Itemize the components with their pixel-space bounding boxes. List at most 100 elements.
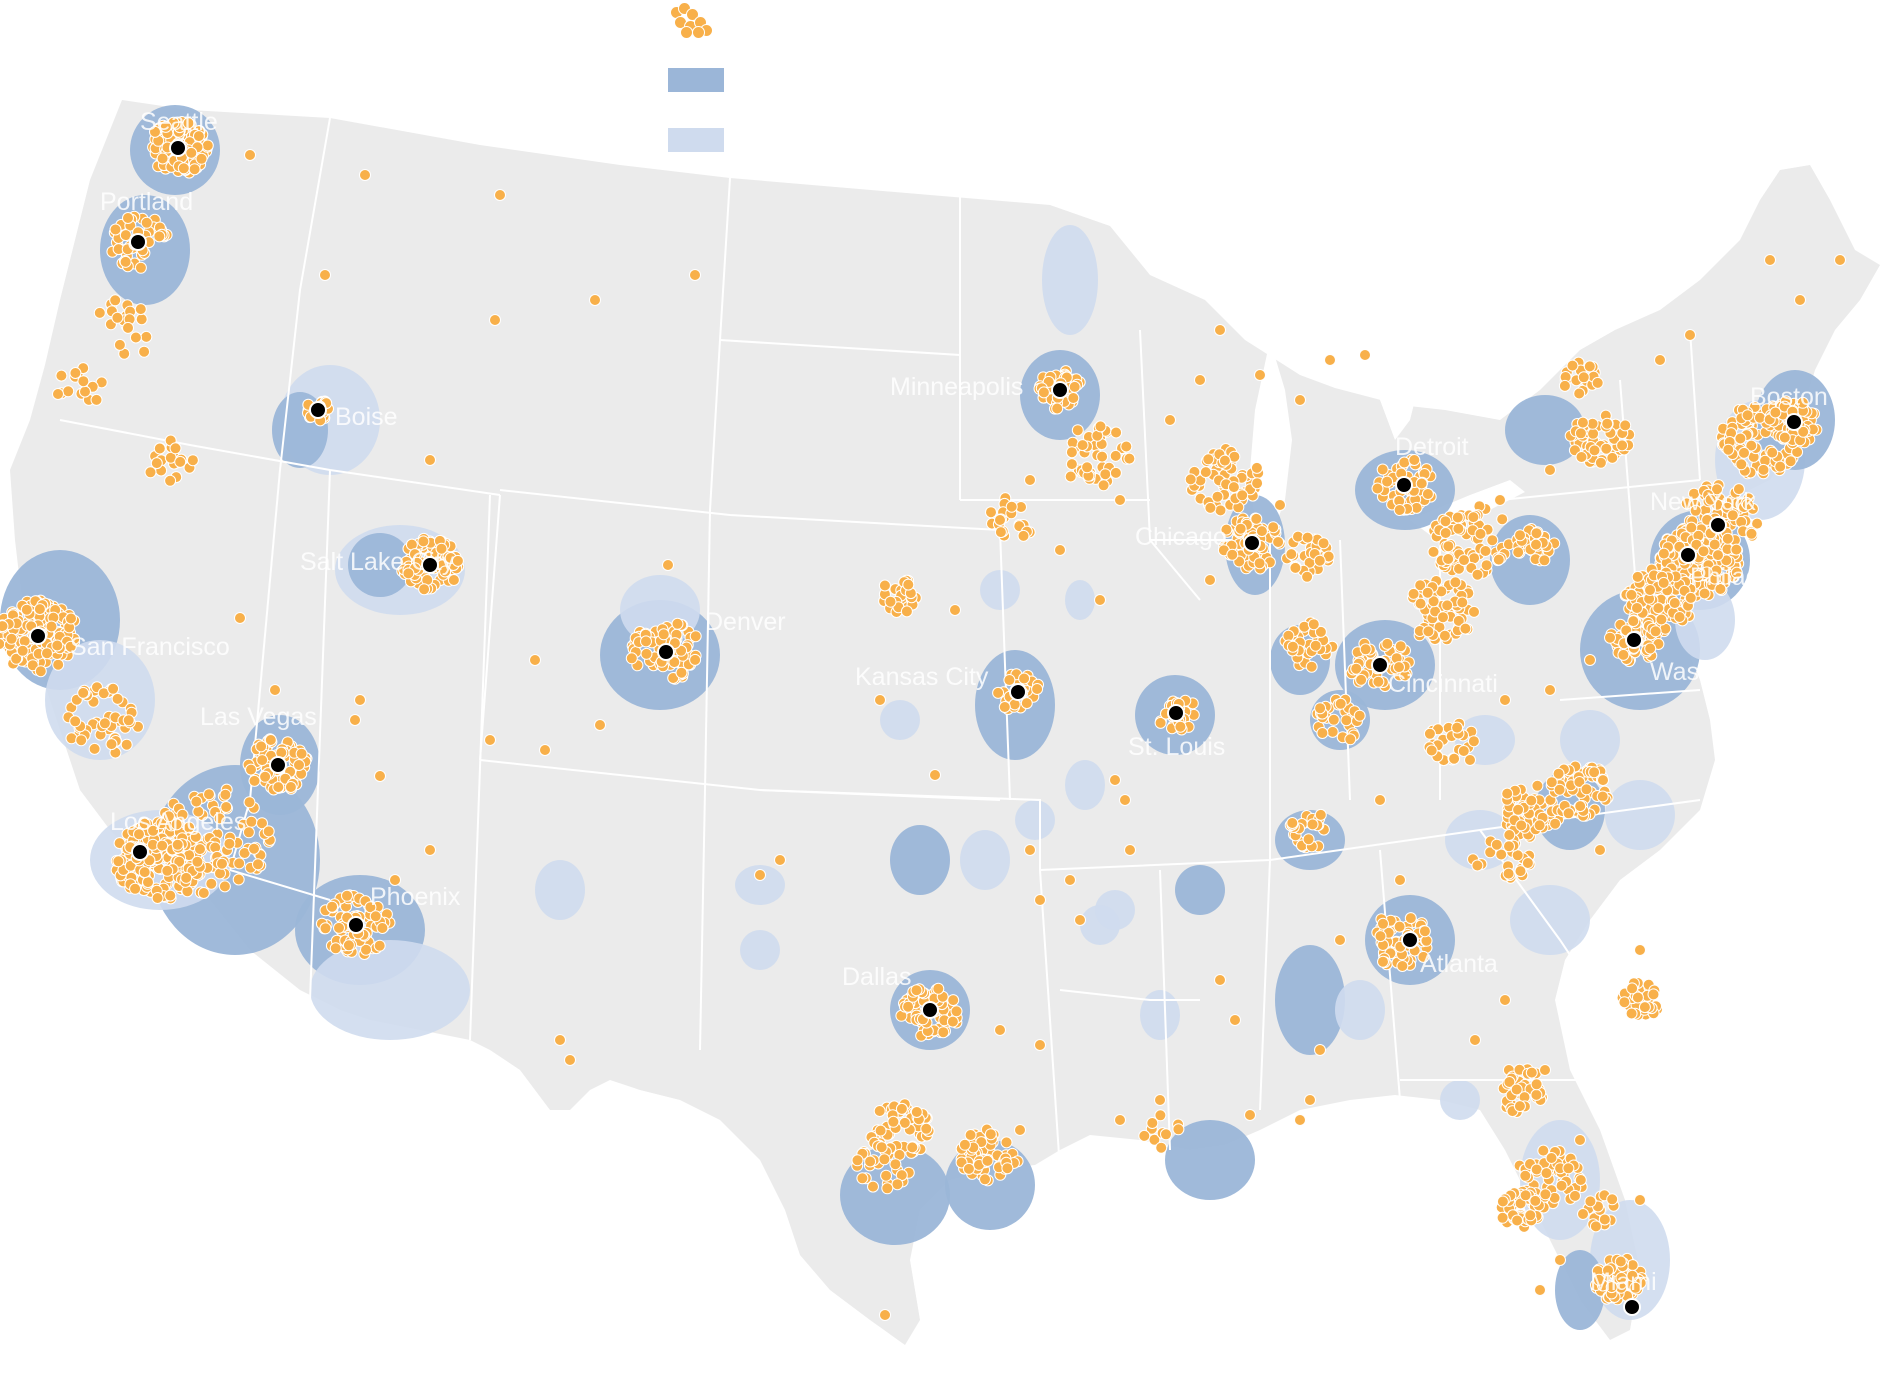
location-dot xyxy=(1314,808,1327,821)
location-dot xyxy=(1584,1195,1597,1208)
location-dot xyxy=(1037,386,1050,399)
location-dot xyxy=(998,701,1011,713)
location-dot xyxy=(1499,694,1511,706)
location-dot xyxy=(147,824,160,837)
location-dot xyxy=(1253,557,1266,570)
location-dot xyxy=(1494,494,1506,506)
location-dot xyxy=(10,652,23,665)
city-label-boston: Boston xyxy=(1750,383,1828,411)
state-border xyxy=(479,494,501,761)
location-dot xyxy=(1344,733,1357,746)
location-dot xyxy=(150,457,163,470)
location-dot xyxy=(864,1155,877,1168)
location-dot xyxy=(185,146,198,159)
location-dot xyxy=(435,542,448,555)
metro-area-light xyxy=(740,930,780,970)
location-dot xyxy=(1326,725,1339,738)
location-dot xyxy=(625,652,638,665)
location-dot xyxy=(1408,454,1421,466)
state-border xyxy=(1039,869,1061,1171)
location-dot xyxy=(140,216,153,229)
state-border xyxy=(499,489,1001,531)
location-dot xyxy=(994,526,1007,539)
location-dot xyxy=(1673,611,1686,623)
location-dot xyxy=(1456,596,1469,609)
location-dot xyxy=(1555,1179,1568,1192)
location-dot xyxy=(1154,716,1167,729)
location-dot xyxy=(1468,552,1481,565)
dots-icon xyxy=(668,0,724,39)
city-label-new-york: New York xyxy=(1650,488,1756,516)
lake-huron xyxy=(1355,330,1420,440)
location-dot xyxy=(1304,1094,1316,1106)
location-dot xyxy=(1757,463,1770,476)
location-dot xyxy=(233,857,246,870)
location-dot xyxy=(539,744,551,756)
location-dot xyxy=(1574,427,1587,440)
state-border xyxy=(999,529,1011,801)
location-dot xyxy=(1109,774,1121,786)
location-dot xyxy=(1438,629,1451,642)
location-dot xyxy=(1458,554,1470,567)
location-dot xyxy=(213,812,226,825)
location-dot xyxy=(1099,468,1112,481)
location-dot xyxy=(1381,475,1394,488)
location-dot xyxy=(1418,925,1431,938)
location-dot xyxy=(51,639,64,652)
location-dot xyxy=(1174,720,1187,733)
location-dot xyxy=(1334,934,1346,946)
location-dot xyxy=(964,1129,977,1141)
location-dot xyxy=(234,612,246,624)
location-dot xyxy=(245,815,258,828)
city-marker-phoenix xyxy=(347,916,365,934)
location-dot xyxy=(262,825,275,838)
city-marker-portland xyxy=(129,233,147,251)
location-dot xyxy=(1486,534,1499,547)
location-dot xyxy=(1371,482,1384,495)
location-dot xyxy=(1503,840,1515,853)
location-dot xyxy=(197,887,210,899)
location-dot xyxy=(1577,1208,1589,1220)
location-dot xyxy=(1588,766,1601,779)
location-dot xyxy=(1110,426,1123,439)
location-dot xyxy=(326,900,339,913)
metro-area-dark xyxy=(1175,865,1225,915)
location-dot xyxy=(162,810,175,823)
location-dot xyxy=(910,1106,923,1118)
location-dot xyxy=(1194,374,1206,386)
location-dot xyxy=(1314,702,1327,715)
location-dot xyxy=(1511,1214,1524,1227)
city-label-las-vegas: Las Vegas xyxy=(200,703,317,731)
location-dot xyxy=(1214,974,1226,986)
location-dot xyxy=(269,684,281,696)
location-dot xyxy=(161,864,174,877)
location-dot xyxy=(1774,460,1787,473)
city-marker-atlanta xyxy=(1401,931,1419,949)
metro-area-light xyxy=(980,570,1020,610)
location-dot xyxy=(1514,529,1526,542)
city-label-atlanta: Atlanta xyxy=(1420,950,1498,978)
location-dot xyxy=(1014,1124,1026,1136)
location-dot xyxy=(1764,254,1776,266)
location-dot xyxy=(244,149,256,161)
location-dot xyxy=(140,330,153,343)
location-dot xyxy=(1154,1094,1166,1106)
location-dot xyxy=(183,821,196,834)
location-dot xyxy=(1317,537,1330,550)
location-dot xyxy=(18,635,31,648)
location-dot xyxy=(1267,521,1280,534)
location-dot xyxy=(1534,1284,1546,1296)
location-dot xyxy=(33,603,46,616)
location-dot xyxy=(1031,683,1044,695)
location-dot xyxy=(195,152,208,165)
location-dot xyxy=(153,230,166,243)
location-dot xyxy=(1638,1001,1651,1014)
location-dot xyxy=(169,442,182,455)
location-dot xyxy=(1474,527,1487,540)
location-dot xyxy=(174,455,187,468)
location-dot xyxy=(1051,402,1064,415)
location-dot xyxy=(1359,349,1371,361)
location-dot xyxy=(26,659,39,672)
city-marker-boise xyxy=(309,401,327,419)
